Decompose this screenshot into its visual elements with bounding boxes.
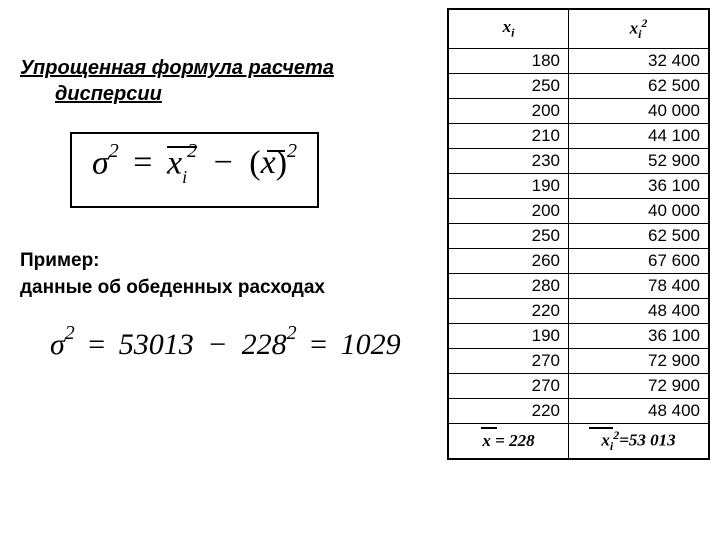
cell-xi2: 72 900	[569, 349, 709, 374]
summary-mean: x = 228	[449, 424, 569, 459]
table-row: 22048 400	[449, 399, 709, 424]
table-row: 28078 400	[449, 274, 709, 299]
cell-xi: 270	[449, 349, 569, 374]
variance-formula: σ2 = xi2 − (x)2	[92, 144, 297, 186]
cell-xi2: 44 100	[569, 124, 709, 149]
table-row: 21044 100	[449, 124, 709, 149]
cell-xi: 230	[449, 149, 569, 174]
table-row: 18032 400	[449, 49, 709, 74]
cell-xi2: 52 900	[569, 149, 709, 174]
title-line2: дисперсии	[20, 83, 162, 105]
table-row: 19036 100	[449, 174, 709, 199]
example-calculation: σ2 = 53013 − 2282 = 1029	[50, 326, 420, 362]
cell-xi: 190	[449, 174, 569, 199]
cell-xi: 210	[449, 124, 569, 149]
cell-xi2: 32 400	[569, 49, 709, 74]
cell-xi2: 72 900	[569, 374, 709, 399]
cell-xi2: 40 000	[569, 99, 709, 124]
title: Упрощенная формула расчета дисперсии	[20, 55, 420, 107]
cell-xi: 220	[449, 299, 569, 324]
cell-xi2: 36 100	[569, 324, 709, 349]
header-xi: xi	[449, 10, 569, 49]
cell-xi: 250	[449, 224, 569, 249]
cell-xi2: 62 500	[569, 74, 709, 99]
data-table-container: xi xi2 18032 40025062 50020040 00021044 …	[447, 8, 710, 460]
table-row: 26067 600	[449, 249, 709, 274]
table-row: 20040 000	[449, 199, 709, 224]
table-row: 25062 500	[449, 224, 709, 249]
table-row: 23052 900	[449, 149, 709, 174]
table-row: 19036 100	[449, 324, 709, 349]
cell-xi: 280	[449, 274, 569, 299]
data-table: xi xi2 18032 40025062 50020040 00021044 …	[448, 9, 709, 459]
summary-sq-mean: xi2=53 013	[569, 424, 709, 459]
cell-xi2: 67 600	[569, 249, 709, 274]
calc-val1: 53013	[119, 328, 194, 361]
cell-xi: 180	[449, 49, 569, 74]
cell-xi2: 40 000	[569, 199, 709, 224]
cell-xi: 190	[449, 324, 569, 349]
table-row: 27072 900	[449, 374, 709, 399]
variance-formula-box: σ2 = xi2 − (x)2	[70, 132, 319, 208]
calc-result: 1029	[341, 328, 401, 361]
cell-xi: 200	[449, 99, 569, 124]
cell-xi2: 78 400	[569, 274, 709, 299]
calc-val2: 228	[242, 328, 287, 361]
cell-xi: 270	[449, 374, 569, 399]
cell-xi2: 36 100	[569, 174, 709, 199]
example-label: Пример: данные об обеденных расходах	[20, 248, 420, 301]
table-row: 25062 500	[449, 74, 709, 99]
cell-xi2: 48 400	[569, 299, 709, 324]
cell-xi: 200	[449, 199, 569, 224]
example-line1: Пример:	[20, 250, 100, 271]
cell-xi2: 62 500	[569, 224, 709, 249]
header-xi2: xi2	[569, 10, 709, 49]
cell-xi: 220	[449, 399, 569, 424]
cell-xi: 260	[449, 249, 569, 274]
table-row: 22048 400	[449, 299, 709, 324]
cell-xi: 250	[449, 74, 569, 99]
example-line2: данные об обеденных расходах	[20, 277, 325, 298]
cell-xi2: 48 400	[569, 399, 709, 424]
title-line1: Упрощенная формула расчета	[20, 57, 334, 79]
table-row: 27072 900	[449, 349, 709, 374]
table-row: 20040 000	[449, 99, 709, 124]
